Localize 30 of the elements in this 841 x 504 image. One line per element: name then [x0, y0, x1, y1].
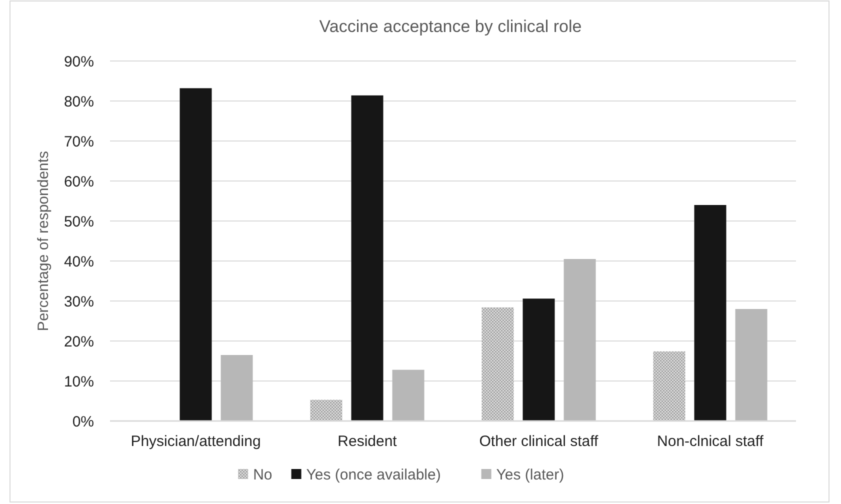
y-tick-label: 40%: [64, 253, 94, 270]
y-tick-label: 90%: [64, 53, 94, 70]
bar: [564, 259, 596, 421]
y-tick-label: 30%: [64, 293, 94, 310]
bar: [735, 309, 768, 421]
x-tick-label: Physician/attending: [130, 433, 261, 450]
bar: [653, 351, 686, 421]
chart-title: Vaccine acceptance by clinical role: [319, 17, 582, 36]
y-tick-label: 10%: [64, 373, 94, 390]
y-tick-label: 20%: [64, 333, 94, 350]
x-tick-label: Other clinical staff: [479, 433, 600, 450]
bar: [180, 88, 212, 421]
bar: [694, 205, 726, 421]
x-tick-label: Resident: [338, 433, 398, 450]
legend-label: Yes (later): [496, 466, 564, 484]
y-tick-label: 70%: [64, 133, 94, 150]
y-tick-label: 60%: [64, 173, 94, 190]
bar: [482, 307, 514, 421]
bar: [220, 355, 253, 421]
legend-label: Yes (once available): [306, 466, 441, 484]
y-tick-label: 80%: [64, 93, 94, 110]
x-tick-label: Non-clnical staff: [657, 433, 764, 450]
y-axis-title: Percentage of respondents: [35, 150, 52, 332]
bar: [392, 370, 424, 421]
legend-label: No: [253, 466, 272, 484]
bar: [522, 298, 555, 421]
bar: [351, 95, 384, 421]
bar: [310, 400, 342, 421]
y-tick-label: 50%: [64, 213, 94, 230]
y-tick-label: 0%: [72, 413, 94, 430]
